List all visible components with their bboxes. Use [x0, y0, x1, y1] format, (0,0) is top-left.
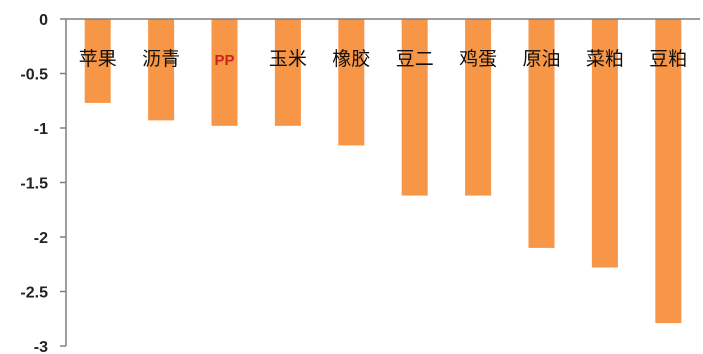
category-labels: 苹果 沥青 PP 玉米 橡胶 豆二 鸡蛋 原油 菜粕 豆粕 [79, 48, 688, 70]
category-label: 豆二 [396, 48, 434, 70]
category-label: PP [214, 52, 234, 69]
category-label: 豆粕 [649, 48, 687, 70]
category-label: 沥青 [142, 48, 180, 70]
bars [84, 19, 682, 324]
category-label: 玉米 [269, 48, 307, 70]
bar [148, 19, 175, 121]
category-label: 原油 [522, 48, 560, 70]
category-label: 菜粕 [586, 48, 624, 70]
y-tick-label: -1 [34, 121, 48, 138]
y-axis: 0 -0.5 -1 -1.5 -2 -2.5 -3 [20, 12, 67, 354]
bar [211, 19, 238, 126]
y-tick-label: -1.5 [20, 176, 48, 193]
bar [338, 19, 365, 146]
bar [465, 19, 492, 196]
bar [274, 19, 301, 126]
y-tick-label: -2 [34, 230, 48, 247]
y-tick-label: -0.5 [20, 67, 48, 84]
bar [401, 19, 428, 196]
bar [84, 19, 111, 103]
category-label: 鸡蛋 [459, 48, 497, 70]
bar [528, 19, 555, 248]
bar [655, 19, 682, 324]
y-tick-label: 0 [39, 12, 48, 29]
category-label: 苹果 [79, 48, 117, 70]
category-label: 橡胶 [332, 48, 370, 70]
y-tick-label: -2.5 [20, 285, 48, 302]
bar [591, 19, 618, 268]
y-tick-label: -3 [34, 339, 48, 354]
